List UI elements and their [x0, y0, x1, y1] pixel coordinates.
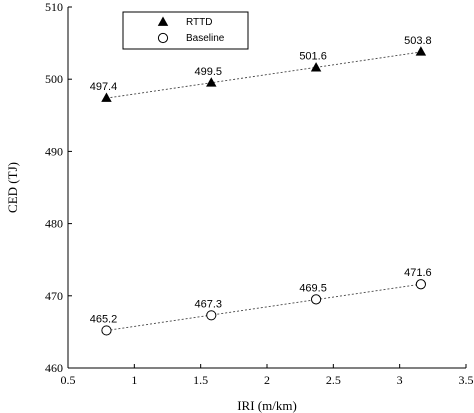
x-tick-label: 3.5	[459, 373, 474, 387]
data-labels: 497.4 499.5 501.6 503.8 465.2 467.3 469.5 471.6	[90, 35, 432, 326]
data-label: 503.8	[404, 35, 432, 47]
axes	[67, 7, 466, 369]
data-marks	[101, 46, 427, 336]
data-label: 471.6	[404, 267, 432, 279]
y-tick-label: 490	[45, 144, 63, 158]
y-axis-title: CED (TJ)	[5, 162, 20, 213]
data-label: 497.4	[90, 81, 118, 93]
y-axis-ticks: 460 470 480 490 500 510	[45, 0, 72, 375]
x-tick-label: 0.5	[61, 373, 76, 387]
point-baseline	[101, 325, 112, 336]
x-tick-label: 1.5	[193, 373, 208, 387]
data-label: 469.5	[299, 282, 327, 294]
legend-marker-triangle	[157, 16, 169, 26]
point-rttd	[206, 77, 217, 87]
y-tick-label: 510	[45, 0, 63, 14]
legend-label-rttd: RTTD	[186, 17, 212, 28]
data-label: 499.5	[195, 66, 223, 78]
trendline-baseline	[106, 283, 421, 331]
x-tick-label: 2	[264, 373, 270, 387]
point-rttd	[310, 62, 322, 72]
y-tick-label: 480	[45, 217, 63, 231]
legend: RTTD Baseline	[122, 11, 249, 50]
trendline-rttd	[106, 51, 421, 99]
point-baseline	[206, 310, 217, 321]
x-axis-title: IRI (m/km)	[237, 398, 297, 413]
point-baseline	[415, 279, 426, 290]
data-label: 501.6	[299, 51, 327, 63]
y-tick-label: 470	[45, 289, 63, 303]
legend-marker-circle	[157, 32, 169, 44]
data-label: 467.3	[195, 298, 223, 310]
legend-box	[122, 11, 249, 50]
x-tick-label: 3	[397, 373, 403, 387]
x-axis-ticks: 0.5 1 1.5 2 2.5 3 3.5	[61, 364, 474, 387]
x-tick-label: 2.5	[326, 373, 341, 387]
y-tick-label: 500	[45, 72, 63, 86]
y-tick-label: 460	[45, 361, 63, 375]
x-tick-label: 1	[131, 373, 137, 387]
point-rttd	[101, 92, 112, 102]
point-rttd	[415, 46, 427, 56]
legend-label-baseline: Baseline	[186, 33, 225, 44]
point-baseline	[310, 294, 322, 305]
trendlines	[106, 51, 421, 331]
data-label: 465.2	[90, 313, 118, 325]
